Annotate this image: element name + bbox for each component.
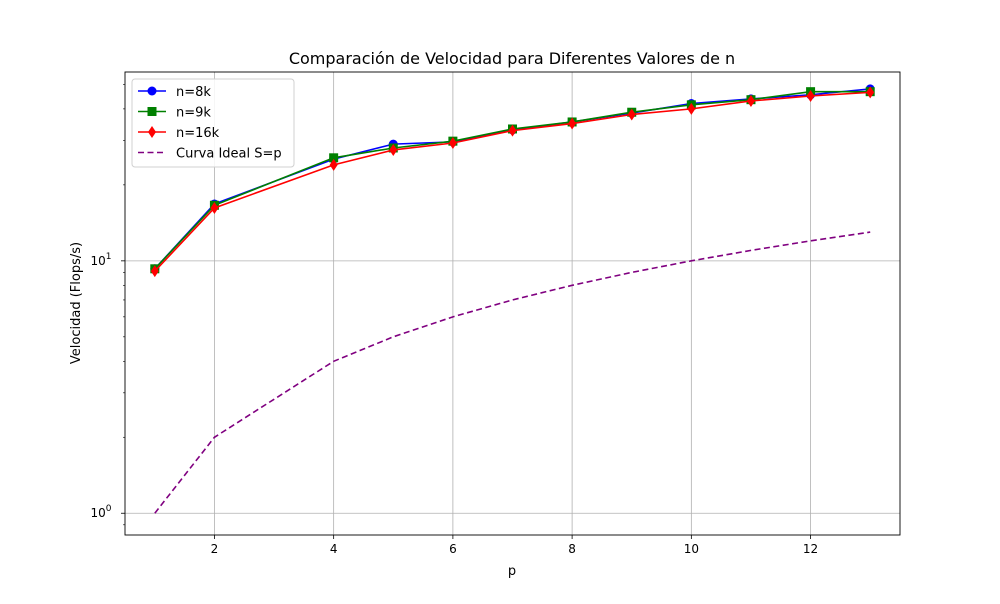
legend-marker [148, 126, 156, 138]
data-point [806, 89, 815, 102]
series-line [154, 91, 871, 272]
chart-title: Comparación de Velocidad para Diferentes… [289, 49, 735, 68]
data-point [448, 137, 457, 150]
series-n-16k [150, 86, 875, 278]
legend-label: n=9k [176, 106, 211, 121]
data-point [508, 124, 517, 137]
data-point [627, 108, 636, 121]
legend-label: n=16k [176, 126, 220, 141]
grid-lines [125, 72, 900, 535]
data-point [866, 86, 875, 99]
data-point [687, 102, 696, 115]
x-tick-label: 12 [803, 542, 818, 556]
data-point [210, 201, 219, 214]
x-tick-label: 10 [684, 542, 699, 556]
x-tick-label: 4 [330, 542, 338, 556]
plot-frame [124, 71, 901, 536]
legend-marker [147, 86, 157, 96]
legend-item: Curva Ideal S=p [138, 147, 282, 162]
legend-item: n=8k [138, 85, 211, 100]
data-point [329, 158, 338, 171]
data-point [150, 265, 159, 278]
series-curva-ideal-s-p [154, 231, 871, 514]
legend-marker [147, 107, 157, 116]
data-point [746, 94, 755, 107]
legend: n=8k n=9k n=16k Curva Ideal S=p [131, 78, 295, 168]
y-tick-label: 101 [90, 252, 111, 268]
legend-label: n=8k [176, 85, 211, 100]
x-tick-label: 2 [211, 542, 219, 556]
legend-item: n=9k [138, 106, 211, 121]
series-line [154, 231, 871, 514]
x-tick-label: 8 [568, 542, 576, 556]
legend-label: Curva Ideal S=p [176, 147, 282, 162]
data-point [329, 153, 339, 163]
data-point [568, 117, 577, 130]
data-point [389, 143, 398, 156]
series-line [154, 90, 871, 270]
y-axis-label: Velocidad (Flops/s) [69, 242, 84, 364]
x-axis-label: p [508, 564, 516, 579]
y-tick-label: 100 [90, 504, 111, 520]
legend-box [131, 78, 295, 168]
x-tick-label: 6 [449, 542, 457, 556]
legend-item: n=16k [138, 126, 220, 141]
